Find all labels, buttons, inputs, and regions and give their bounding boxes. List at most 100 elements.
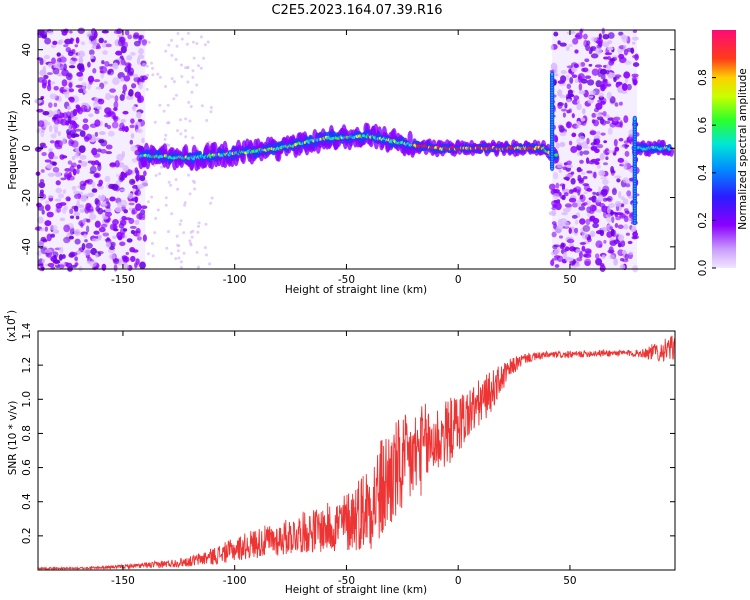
spectrogram-cell <box>592 217 600 224</box>
spectrogram-cell <box>79 154 87 160</box>
spectrogram-cell <box>91 160 96 166</box>
spectrogram-cell <box>119 188 126 192</box>
spectrogram-cell <box>548 211 556 216</box>
spectrogram-cell <box>55 180 61 186</box>
spectrogram-cell <box>75 37 80 44</box>
spectrogram-cell <box>618 191 622 199</box>
spectrogram-cell <box>622 198 629 205</box>
spectrogram-cell <box>121 125 126 132</box>
spectrogram-cell <box>167 180 171 184</box>
spectrogram-cell <box>185 42 189 46</box>
spectrogram-cell <box>565 164 573 169</box>
spectrogram-cell <box>53 102 58 108</box>
spectrogram-cell <box>604 147 610 156</box>
spectrogram-cell <box>177 244 181 248</box>
spectrogram-cell <box>568 140 573 146</box>
spectrogram-cell <box>50 133 57 139</box>
spectrogram-cell <box>623 140 629 144</box>
spectrogram-cell <box>127 34 133 40</box>
spectrogram-cell <box>106 124 112 130</box>
spectrogram-cell <box>557 40 561 45</box>
spectrogram-cell <box>558 124 563 129</box>
spectrogram-cell <box>132 196 139 200</box>
spectrogram-cell <box>586 146 590 150</box>
spectrogram-cell <box>136 236 142 241</box>
spectrogram-cell <box>113 101 119 109</box>
spectrogram-cell <box>78 65 85 73</box>
spectrogram-cell <box>44 226 49 232</box>
spectrogram-cell <box>56 52 61 57</box>
spectrogram-cell <box>112 62 119 70</box>
spectrogram-cell <box>190 90 194 94</box>
spectrogram-cell <box>623 115 629 123</box>
spectrogram-cell <box>84 239 88 243</box>
spectrogram-cell <box>60 177 67 181</box>
spectrogram-cell <box>68 175 75 181</box>
spectrogram-cell <box>193 187 197 191</box>
spectrogram-cell <box>560 242 565 248</box>
spectrogram-cell <box>599 264 606 272</box>
snr-xtick-label: -100 <box>223 575 247 587</box>
spectrogram-cell <box>203 246 207 250</box>
spectrogram-cell <box>602 41 610 48</box>
spectrogram-cell <box>569 257 574 262</box>
colorbar-label: Normalized spectral amplitude <box>737 68 749 229</box>
spectrogram-cell <box>165 246 169 250</box>
spectrogram-cell <box>94 220 101 228</box>
spectrogram-cell <box>75 215 80 220</box>
spectrogram-cell <box>134 191 139 196</box>
spectrogram-cell <box>568 189 574 194</box>
spectrogram-cell <box>631 235 638 240</box>
spectrogram-cell <box>131 209 136 215</box>
spectrogram-cell <box>130 255 136 262</box>
spectrogram-cell <box>154 216 158 220</box>
spectrogram-cell <box>78 56 84 64</box>
spectrogram-cell <box>609 96 616 104</box>
spectrogram-cell <box>125 62 132 68</box>
spectrogram-cell <box>75 84 83 88</box>
spectrogram-cell <box>135 174 140 182</box>
spectrogram-cell <box>109 241 116 248</box>
spectrogram-cell <box>89 171 95 175</box>
spectrogram-cell <box>595 240 603 249</box>
spectrogram-cell <box>563 176 570 181</box>
spectrogram-cell <box>95 86 102 90</box>
spectrogram-cell <box>618 53 625 59</box>
spectrogram-cell <box>57 193 64 199</box>
spectrogram-cell <box>175 234 179 238</box>
spectrogram-cell <box>158 75 162 79</box>
spectrogram-cell <box>115 50 123 56</box>
spectrogram-cell <box>632 231 638 237</box>
spectrogram-cell <box>80 161 88 167</box>
spectrogram-cell <box>91 147 98 156</box>
spectrogram-cell <box>82 118 89 123</box>
spectrogram-cell <box>103 80 108 85</box>
spectrogram-cell <box>595 80 602 88</box>
spectrogram-cell <box>630 228 636 233</box>
spectrogram-cell <box>77 27 85 34</box>
spectrogram-cell <box>76 200 80 208</box>
spectrogram-cell <box>105 151 113 155</box>
spectrogram-cell <box>170 77 174 81</box>
spectrogram-cell <box>554 155 559 161</box>
spectrogram-cell <box>579 242 587 245</box>
spectrogram-cell <box>67 51 74 57</box>
spectrogram-cell <box>130 118 135 124</box>
spectrogram-cell <box>98 37 104 44</box>
spectrogram-cell <box>586 40 591 46</box>
spectrogram-cell <box>39 228 46 232</box>
spectrogram-cell <box>582 150 590 155</box>
spectrogram-cell <box>122 84 128 92</box>
spectrogram-cell <box>174 257 178 261</box>
spectrogram-cell <box>137 184 144 189</box>
spectrogram-cell <box>598 33 602 40</box>
spectrogram-cell <box>571 202 579 208</box>
spectrogram-cell <box>84 90 88 94</box>
spectrogram-cell <box>88 49 95 56</box>
spectrogram-cell <box>563 221 570 228</box>
spectrogram-cell <box>71 155 76 161</box>
spectrogram-cell <box>555 182 560 189</box>
spectrogram-cell <box>582 108 586 115</box>
spectrogram-cell <box>128 202 135 206</box>
spectrogram-cell <box>584 254 592 258</box>
